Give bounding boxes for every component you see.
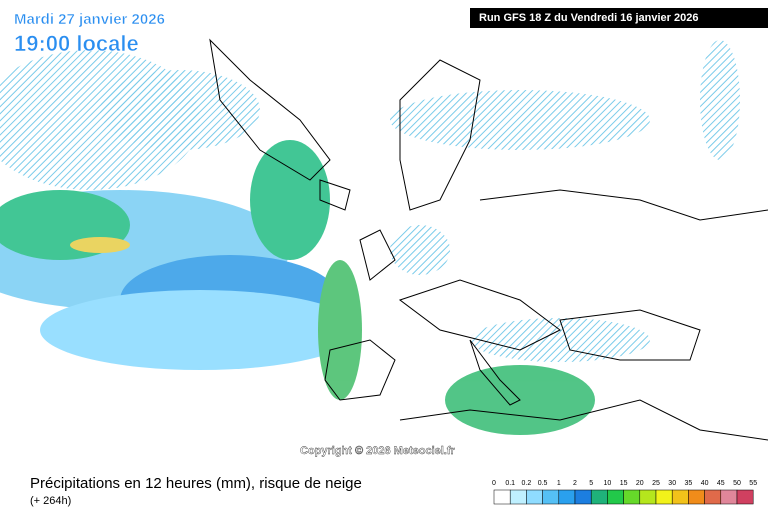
legend-label: 30 [668,480,676,487]
legend-swatch [688,489,705,505]
legend-label: 5 [589,480,593,487]
legend-swatch [704,489,722,505]
forecast-lead: (+ 264h) [30,495,71,507]
run-label: Run GFS 18 Z du Vendredi 16 janvier 2026 [479,12,698,24]
legend-swatch [671,489,689,505]
legend-label: 50 [733,480,741,487]
legend: 0 0.1 0.2 0.5 1 2 5 10 15 20 25 30 35 40 45 50 55 [492,480,757,505]
legend-label: 20 [636,480,644,487]
legend-label: 0.2 [522,480,532,487]
legend-swatch [526,489,543,505]
legend-swatch [736,489,754,505]
legend-swatch [574,489,592,505]
valid-time: 19:00 locale [14,31,139,56]
legend-label: 0 [492,480,496,487]
legend-swatch [493,489,511,505]
legend-label: 10 [604,480,612,487]
run-banner [470,8,768,28]
legend-label: 0.1 [505,480,515,487]
footer-title: Précipitations en 12 heures (mm), risque… [30,475,362,492]
legend-label: 25 [652,480,660,487]
legend-label: 40 [701,480,709,487]
legend-swatch [639,489,657,505]
legend-label: 35 [685,480,693,487]
legend-swatch [542,489,560,505]
legend-label: 1 [557,480,561,487]
legend-swatch [655,489,673,505]
legend-swatch [509,489,527,505]
legend-swatch [607,489,624,505]
legend-label: 55 [749,480,757,487]
legend-swatch [558,489,576,505]
coastlines [209,38,768,441]
valid-date: Mardi 27 janvier 2026 [14,11,165,28]
copyright: Copyright © 2026 Meteociel.fr [300,445,456,457]
legend-swatch [623,489,641,505]
legend-label: 15 [620,480,628,487]
legend-swatch [590,489,608,505]
legend-label: 2 [573,480,577,487]
precipitation-field [0,40,740,435]
legend-label: 0.5 [538,480,548,487]
legend-swatch [720,489,738,505]
legend-label: 45 [717,480,725,487]
